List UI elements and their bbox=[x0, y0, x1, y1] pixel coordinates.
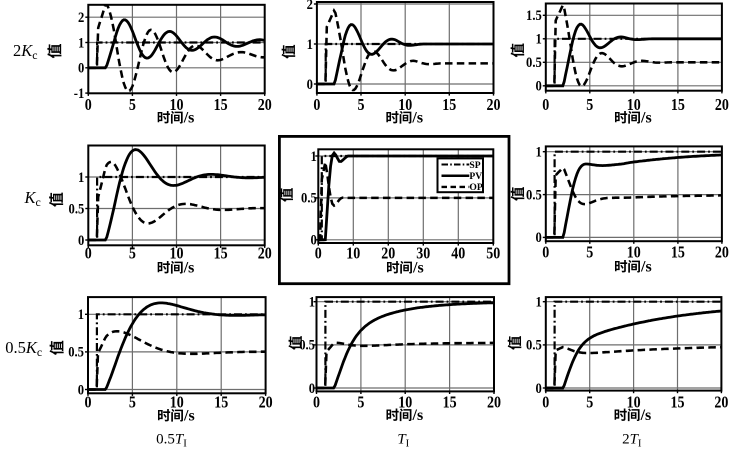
svg-text:0.5: 0.5 bbox=[299, 337, 315, 353]
svg-text:2TI: 2TI bbox=[622, 432, 642, 450]
svg-text:10: 10 bbox=[627, 96, 641, 114]
svg-text:0: 0 bbox=[85, 96, 92, 114]
svg-text:15: 15 bbox=[670, 393, 684, 411]
svg-text:0.5: 0.5 bbox=[68, 344, 84, 360]
svg-text:10: 10 bbox=[627, 393, 641, 411]
svg-text:15: 15 bbox=[214, 393, 228, 411]
svg-text:20: 20 bbox=[381, 245, 395, 263]
svg-text:SP: SP bbox=[469, 160, 480, 171]
svg-text:0.5TI: 0.5TI bbox=[156, 432, 187, 450]
svg-text:2: 2 bbox=[78, 9, 84, 25]
svg-text:5: 5 bbox=[586, 243, 593, 261]
svg-text:1: 1 bbox=[310, 148, 316, 164]
svg-text:1: 1 bbox=[535, 31, 541, 47]
svg-text:/s: /s bbox=[640, 258, 652, 275]
svg-text:10: 10 bbox=[398, 393, 412, 411]
svg-text:10: 10 bbox=[170, 393, 184, 411]
svg-text:20: 20 bbox=[715, 96, 729, 114]
svg-text:20: 20 bbox=[486, 96, 500, 114]
svg-text:1: 1 bbox=[307, 36, 313, 52]
svg-text:20: 20 bbox=[258, 96, 272, 114]
svg-text:0: 0 bbox=[535, 380, 541, 396]
svg-text:/s: /s bbox=[183, 259, 195, 276]
svg-text:5: 5 bbox=[357, 393, 364, 411]
svg-text:15: 15 bbox=[214, 96, 228, 114]
svg-text:10: 10 bbox=[398, 96, 412, 114]
svg-text:0: 0 bbox=[535, 78, 541, 94]
svg-text:0: 0 bbox=[309, 380, 315, 396]
svg-text:0.5: 0.5 bbox=[69, 200, 85, 216]
svg-text:10: 10 bbox=[169, 245, 183, 263]
svg-text:0: 0 bbox=[307, 76, 313, 92]
svg-text:0.5: 0.5 bbox=[526, 187, 542, 203]
svg-text:15: 15 bbox=[442, 96, 456, 114]
svg-text:0: 0 bbox=[535, 229, 541, 245]
svg-text:1.5: 1.5 bbox=[526, 7, 542, 23]
svg-text:0.5: 0.5 bbox=[301, 190, 317, 206]
svg-text:10: 10 bbox=[169, 96, 183, 114]
svg-text:5: 5 bbox=[586, 393, 593, 411]
svg-text:/s: /s bbox=[412, 259, 424, 276]
svg-text:15: 15 bbox=[214, 245, 228, 263]
svg-text:0: 0 bbox=[78, 60, 84, 76]
svg-text:10: 10 bbox=[627, 243, 641, 261]
svg-text:2Kc: 2Kc bbox=[13, 41, 38, 62]
svg-text:5: 5 bbox=[129, 393, 136, 411]
svg-text:5: 5 bbox=[129, 245, 136, 263]
svg-text:40: 40 bbox=[451, 245, 465, 263]
svg-text:30: 30 bbox=[416, 245, 430, 263]
svg-text:0: 0 bbox=[313, 96, 320, 114]
svg-text:1: 1 bbox=[535, 294, 541, 310]
svg-text:TI: TI bbox=[397, 432, 409, 450]
svg-text:5: 5 bbox=[357, 96, 364, 114]
svg-text:-1: -1 bbox=[74, 85, 85, 101]
svg-text:/s: /s bbox=[183, 109, 195, 126]
svg-text:0: 0 bbox=[542, 243, 549, 261]
svg-text:1: 1 bbox=[535, 144, 541, 160]
svg-text:0: 0 bbox=[84, 393, 91, 411]
svg-text:15: 15 bbox=[443, 393, 457, 411]
svg-text:/s: /s bbox=[183, 407, 195, 424]
svg-text:20: 20 bbox=[487, 393, 501, 411]
svg-text:/s: /s bbox=[412, 407, 424, 424]
svg-text:OP: OP bbox=[469, 182, 482, 193]
svg-text:0: 0 bbox=[310, 232, 316, 248]
svg-text:Kc: Kc bbox=[24, 188, 41, 209]
svg-text:1: 1 bbox=[78, 306, 84, 322]
svg-text:20: 20 bbox=[714, 393, 728, 411]
svg-text:0: 0 bbox=[542, 393, 549, 411]
svg-text:0: 0 bbox=[78, 232, 84, 248]
svg-text:50: 50 bbox=[486, 245, 500, 263]
svg-text:15: 15 bbox=[671, 243, 685, 261]
svg-text:0: 0 bbox=[542, 96, 549, 114]
svg-text:20: 20 bbox=[715, 243, 729, 261]
svg-text:1: 1 bbox=[78, 34, 84, 50]
svg-text:0: 0 bbox=[315, 245, 322, 263]
svg-text:0: 0 bbox=[78, 381, 84, 397]
svg-text:/s: /s bbox=[411, 109, 423, 126]
svg-text:0.5: 0.5 bbox=[526, 337, 542, 353]
svg-text:1: 1 bbox=[309, 294, 315, 310]
svg-text:PV: PV bbox=[469, 171, 482, 182]
svg-text:0.5: 0.5 bbox=[526, 54, 542, 70]
svg-text:/s: /s bbox=[640, 109, 652, 126]
svg-text:2: 2 bbox=[307, 0, 313, 12]
svg-text:10: 10 bbox=[346, 245, 360, 263]
svg-text:5: 5 bbox=[586, 96, 593, 114]
svg-text:0: 0 bbox=[85, 245, 92, 263]
svg-text:20: 20 bbox=[258, 245, 272, 263]
svg-text:15: 15 bbox=[671, 96, 685, 114]
svg-text:0.5Kc: 0.5Kc bbox=[5, 338, 42, 359]
svg-text:/s: /s bbox=[640, 407, 652, 424]
svg-text:0: 0 bbox=[313, 393, 320, 411]
svg-text:1: 1 bbox=[78, 169, 84, 185]
svg-text:20: 20 bbox=[259, 393, 273, 411]
svg-text:5: 5 bbox=[129, 96, 136, 114]
